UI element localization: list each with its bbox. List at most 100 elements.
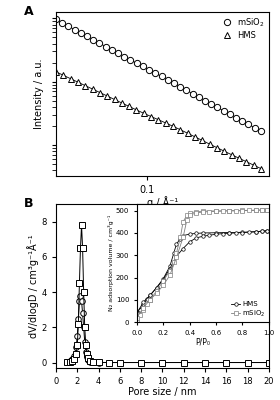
mSiO$_2$ (83, 325, 87, 330)
Y-axis label: Intensity / a.u.: Intensity / a.u. (34, 59, 44, 129)
HMS (88, 360, 92, 364)
mSiO$_2$ (60, 20, 64, 25)
HMS (252, 163, 255, 168)
HMS (157, 117, 160, 122)
mSiO$_2$ (98, 41, 101, 46)
mSiO$_2$ (73, 357, 76, 362)
HMS (150, 114, 153, 119)
mSiO$_2$ (68, 360, 71, 364)
Text: B: B (24, 198, 34, 210)
mSiO$_2$ (222, 108, 225, 113)
HMS (135, 108, 138, 112)
HMS (215, 145, 219, 150)
X-axis label: Pore size / nm: Pore size / nm (128, 388, 197, 398)
HMS (98, 90, 102, 95)
HMS (79, 293, 82, 298)
HMS (161, 360, 164, 365)
HMS (97, 360, 100, 365)
HMS (201, 138, 204, 143)
mSiO$_2$ (108, 360, 111, 365)
HMS (267, 360, 270, 365)
mSiO$_2$ (267, 360, 270, 365)
mSiO$_2$ (182, 360, 185, 365)
HMS (142, 111, 146, 116)
mSiO$_2$ (129, 58, 132, 62)
HMS (77, 316, 80, 321)
mSiO$_2$ (88, 358, 92, 363)
mSiO$_2$ (172, 81, 176, 86)
HMS (76, 334, 79, 339)
HMS (62, 73, 65, 78)
mSiO$_2$ (76, 343, 79, 348)
HMS (244, 159, 248, 164)
mSiO$_2$ (54, 17, 58, 22)
HMS (74, 344, 78, 349)
HMS (225, 360, 228, 365)
mSiO$_2$ (154, 71, 157, 76)
HMS (84, 83, 87, 88)
mSiO$_2$ (191, 91, 194, 96)
HMS (54, 70, 58, 74)
Line: mSiO$_2$: mSiO$_2$ (53, 16, 264, 134)
HMS (91, 87, 94, 92)
mSiO$_2$ (197, 95, 200, 100)
mSiO$_2$ (246, 360, 249, 365)
Line: HMS: HMS (64, 293, 272, 365)
mSiO$_2$ (110, 48, 114, 52)
mSiO$_2$ (253, 125, 256, 130)
mSiO$_2$ (203, 98, 207, 103)
mSiO$_2$ (82, 290, 85, 294)
Y-axis label: dV/dlogD / cm³g⁻¹Å⁻¹: dV/dlogD / cm³g⁻¹Å⁻¹ (27, 234, 39, 338)
HMS (118, 360, 122, 365)
mSiO$_2$ (141, 64, 144, 69)
mSiO$_2$ (77, 322, 80, 326)
HMS (86, 358, 90, 362)
mSiO$_2$ (65, 360, 68, 365)
mSiO$_2$ (73, 27, 76, 32)
HMS (203, 360, 207, 365)
HMS (82, 325, 85, 330)
mSiO$_2$ (185, 88, 188, 92)
HMS (83, 339, 87, 344)
mSiO$_2$ (241, 118, 244, 123)
mSiO$_2$ (225, 360, 228, 365)
Legend: mSiO$_2$, HMS: mSiO$_2$, HMS (220, 16, 265, 40)
HMS (127, 104, 131, 109)
mSiO$_2$ (86, 356, 90, 361)
mSiO$_2$ (80, 223, 83, 228)
mSiO$_2$ (116, 51, 120, 56)
mSiO$_2$ (92, 37, 95, 42)
HMS (70, 357, 74, 362)
mSiO$_2$ (160, 74, 163, 79)
HMS (92, 360, 95, 365)
mSiO$_2$ (135, 61, 138, 66)
HMS (85, 355, 88, 360)
mSiO$_2$ (148, 67, 151, 72)
HMS (171, 124, 175, 129)
HMS (139, 360, 143, 365)
HMS (179, 127, 182, 132)
mSiO$_2$ (259, 129, 263, 134)
mSiO$_2$ (228, 112, 232, 116)
mSiO$_2$ (70, 358, 74, 363)
HMS (106, 94, 109, 98)
mSiO$_2$ (92, 360, 95, 364)
HMS (68, 358, 71, 363)
mSiO$_2$ (79, 30, 83, 35)
mSiO$_2$ (123, 54, 126, 59)
HMS (259, 166, 263, 171)
mSiO$_2$ (166, 78, 169, 82)
mSiO$_2$ (203, 360, 207, 365)
mSiO$_2$ (67, 24, 70, 29)
HMS (164, 120, 167, 125)
HMS (120, 100, 123, 105)
mSiO$_2$ (216, 105, 219, 110)
HMS (113, 97, 116, 102)
HMS (230, 152, 233, 157)
HMS (193, 134, 197, 139)
HMS (78, 298, 81, 303)
HMS (73, 353, 76, 358)
Line: mSiO$_2$: mSiO$_2$ (64, 222, 272, 365)
mSiO$_2$ (85, 352, 88, 356)
HMS (108, 360, 111, 365)
